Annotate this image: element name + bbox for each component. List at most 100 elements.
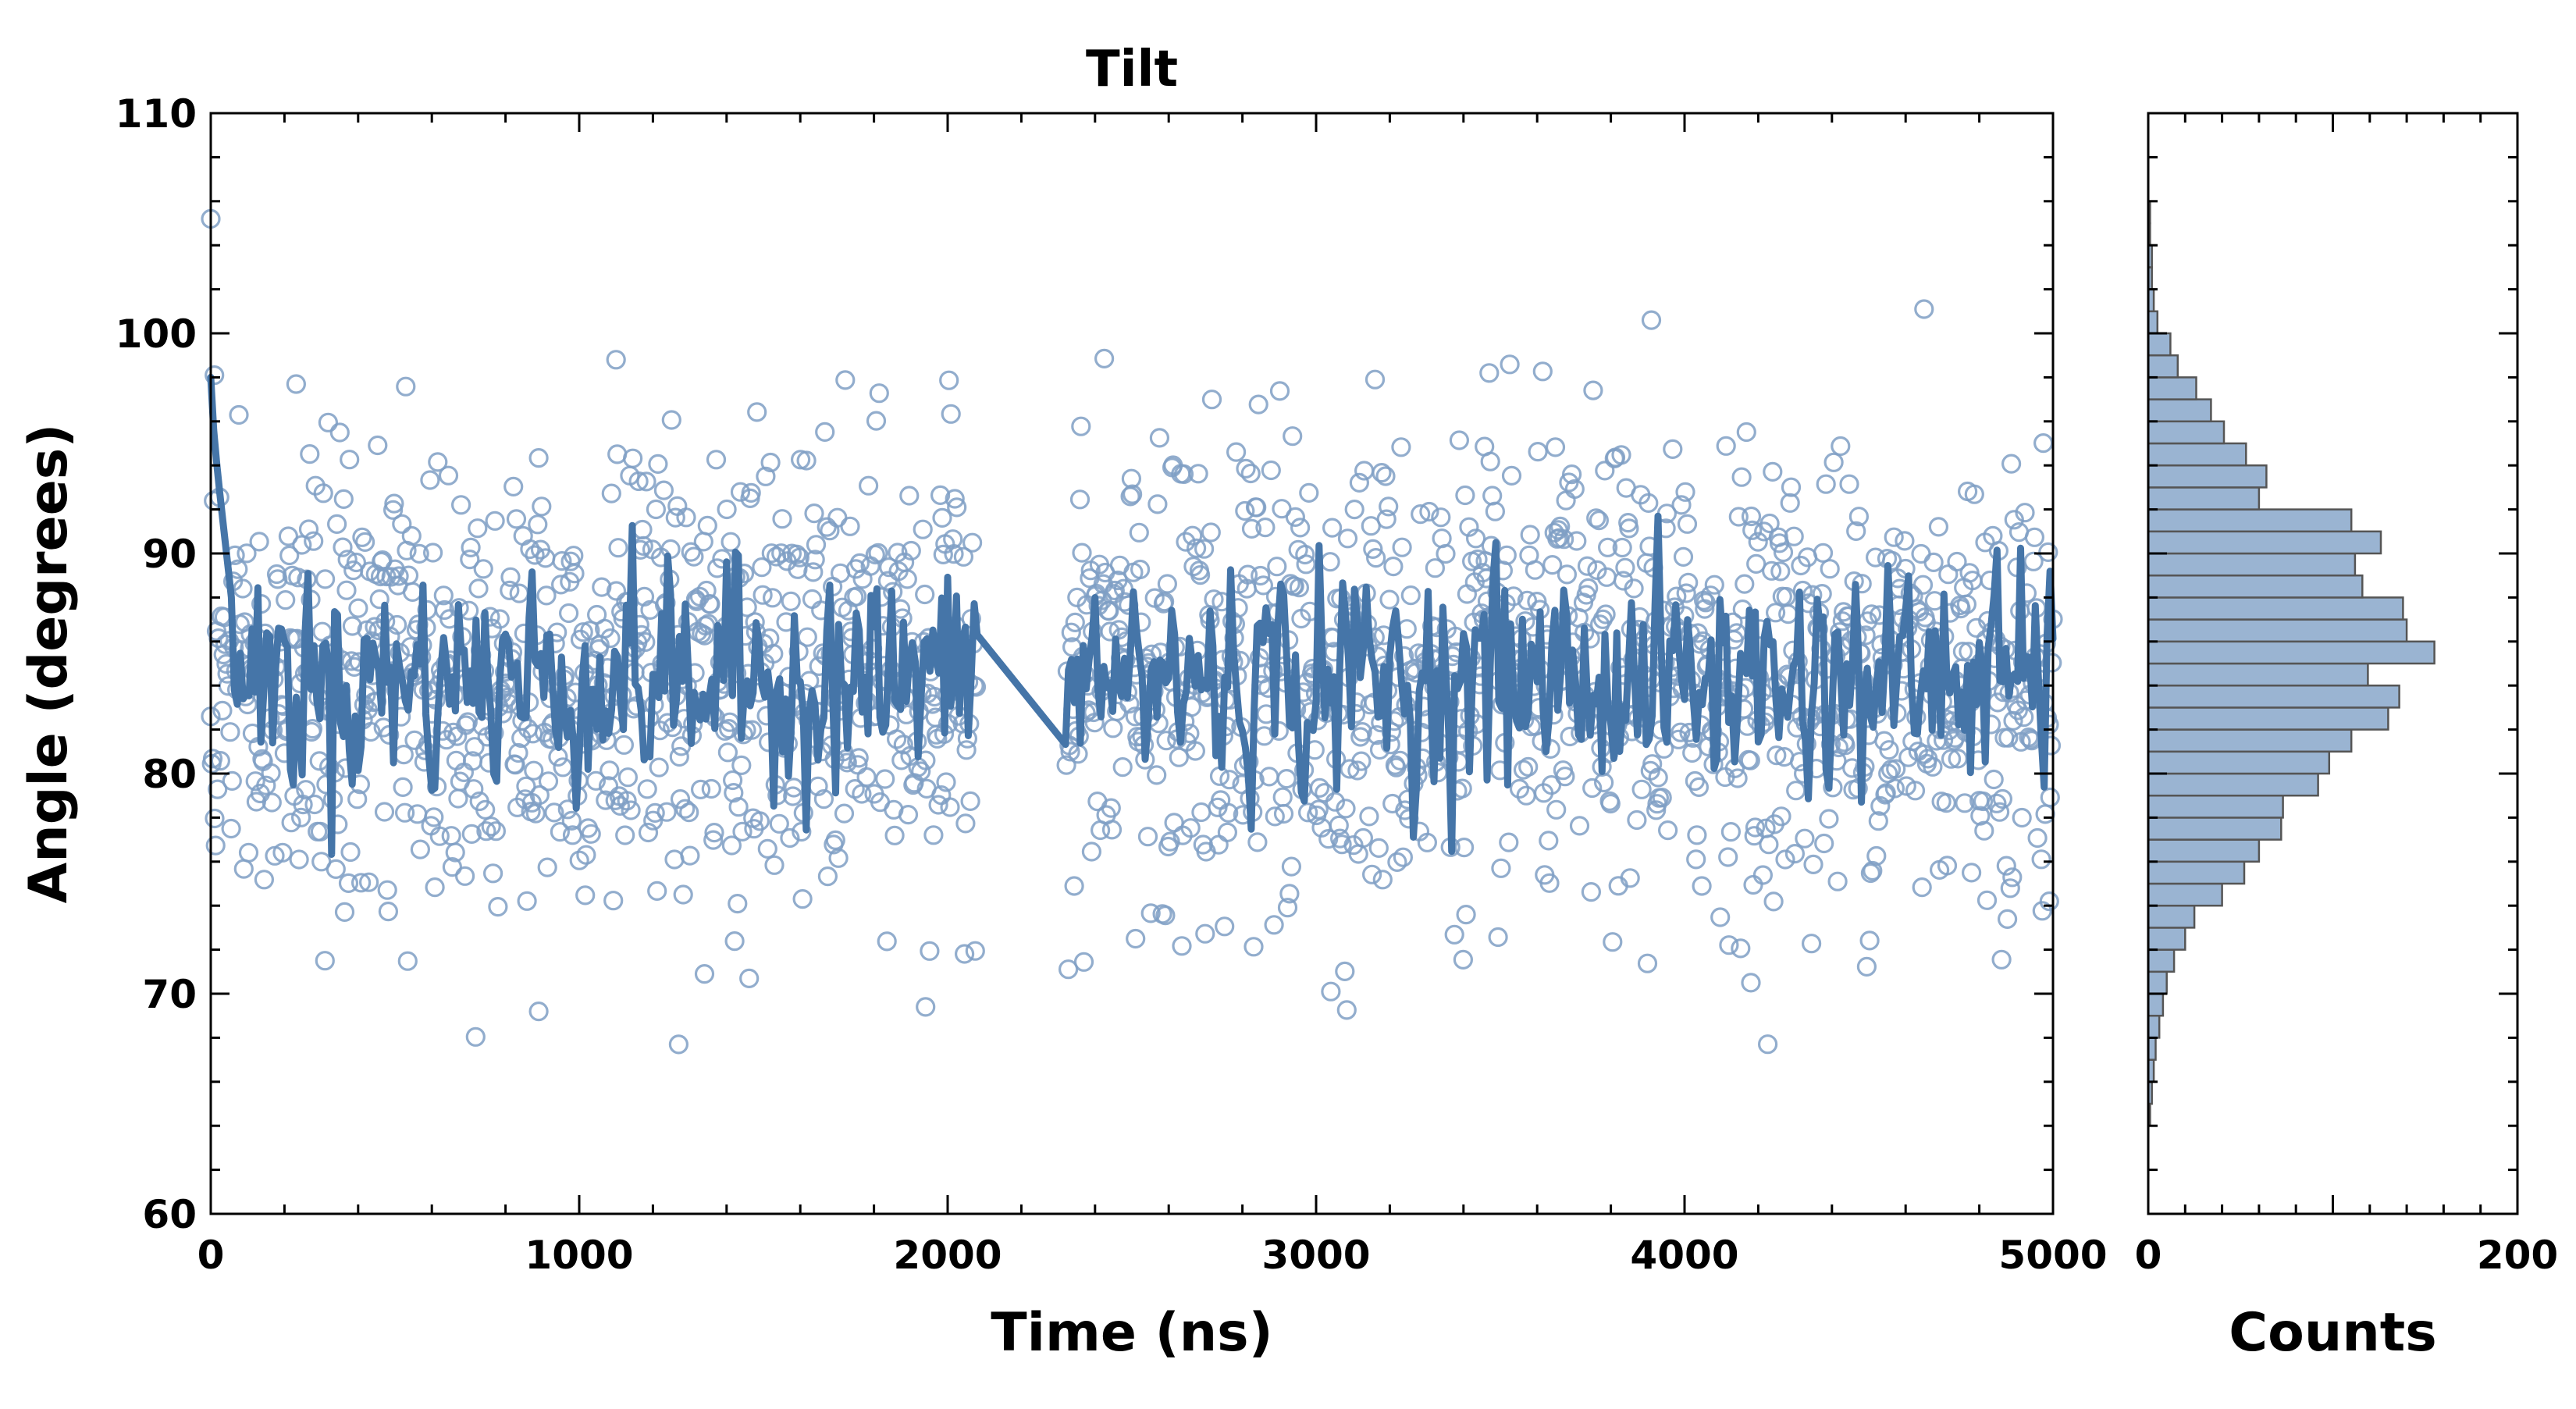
scatter-point [1236, 458, 1256, 479]
histogram-bar [2147, 904, 2196, 929]
scatter-point [680, 845, 700, 866]
scatter-point [1488, 927, 1508, 948]
scatter-point [1589, 510, 1609, 531]
scatter-point [913, 519, 933, 539]
scatter-point [1264, 915, 1284, 935]
scatter-point [318, 412, 338, 432]
scatter-point [1183, 525, 1203, 546]
y-axis-label: Angle (degrees) [18, 424, 80, 904]
scatter-point [581, 824, 601, 844]
scatter-point [789, 547, 810, 568]
scatter-point [1081, 841, 1102, 862]
scatter-point [1268, 721, 1289, 742]
histogram-bar [2147, 1014, 2161, 1039]
scatter-point [1337, 528, 1358, 549]
scatter-point [369, 589, 390, 610]
scatter-point [1964, 484, 1984, 504]
scatter-point [1219, 770, 1240, 790]
x-axis-label: Time (ns) [991, 1302, 1272, 1364]
scatter-point [1436, 543, 1456, 564]
scatter-point [377, 880, 397, 900]
scatter-point [665, 507, 685, 528]
scatter-point [1671, 495, 1692, 515]
scatter-point [1499, 832, 1519, 852]
scatter-point [1550, 516, 1571, 537]
scatter-point [1578, 578, 1599, 599]
scatter-point [1670, 722, 1691, 742]
scatter-point [939, 370, 959, 390]
scatter-point [464, 737, 485, 757]
scatter-point [394, 802, 415, 823]
scatter-point [806, 535, 827, 555]
scatter-point [1947, 551, 1967, 572]
scatter-point [670, 788, 691, 809]
scatter-point [1741, 506, 1762, 527]
scatter-point [1347, 760, 1368, 781]
scatter-point [1736, 422, 1756, 443]
scatter-point [1375, 466, 1396, 486]
histogram-bar [2147, 508, 2353, 533]
histogram-bar [2147, 817, 2282, 841]
scatter-point [1060, 742, 1080, 762]
scatter-point [834, 803, 855, 824]
scatter-point [1802, 585, 1823, 605]
scatter-point [1215, 916, 1235, 937]
scatter-point [238, 842, 259, 863]
scatter-point [1129, 522, 1149, 543]
scatter-point [460, 549, 480, 570]
scatter-point [792, 888, 813, 909]
scatter-point [1336, 799, 1356, 819]
scatter-point [281, 813, 301, 833]
scatter-point [1361, 864, 1382, 884]
scatter-point [1379, 589, 1400, 610]
scatter-point [1996, 856, 2016, 876]
scatter-point [1180, 818, 1201, 838]
scatter-point [384, 493, 404, 514]
scatter-point [2024, 527, 2044, 547]
scatter-point [1923, 756, 1943, 777]
scatter-point [954, 944, 975, 964]
scatter-point [1638, 493, 1659, 514]
scatter-point [1468, 549, 1488, 570]
scatter-point [445, 842, 465, 863]
scatter-point [756, 466, 776, 486]
scatter-point [1431, 507, 1451, 528]
scatter-point [508, 742, 528, 763]
scatter-point [1093, 574, 1113, 594]
scatter-point [1335, 961, 1355, 982]
scatter-point [1417, 832, 1438, 852]
scatter-point [1936, 792, 1956, 813]
scatter-point [550, 575, 571, 595]
scatter-point [2027, 827, 2048, 849]
scatter-point [1631, 779, 1652, 799]
scatter-point [476, 821, 496, 841]
scatter-point [500, 567, 521, 587]
scatter-point [1322, 518, 1343, 538]
scatter-point [481, 817, 501, 837]
scatter-point [965, 941, 985, 961]
scatter-point [647, 881, 667, 902]
scatter-point [1379, 496, 1399, 517]
scatter-point [1289, 578, 1310, 598]
scatter-point [1731, 467, 1752, 487]
chart-title: Tilt [1086, 41, 1178, 98]
scatter-point [1848, 507, 1869, 527]
scatter-point [1283, 426, 1303, 447]
scatter-point [1676, 583, 1696, 603]
histogram-bar [2147, 772, 2319, 797]
hist-x-tick-label: 0 [2135, 1233, 2162, 1278]
scatter-point [2015, 503, 2035, 523]
scatter-point [1251, 565, 1271, 586]
scatter-point [1771, 806, 1791, 827]
scatter-point [1561, 464, 1582, 485]
x-tick-label: 3000 [1261, 1233, 1370, 1278]
scatter-point [621, 800, 641, 820]
scatter-point [221, 818, 241, 839]
scatter-point [1237, 564, 1258, 585]
histogram-bar [2147, 860, 2246, 885]
scatter-point [233, 578, 253, 599]
histogram-tick-labels: 0 200 [2135, 1233, 2559, 1278]
scatter-point [468, 518, 488, 539]
scatter-point [1780, 493, 1800, 513]
scatter-point [1392, 537, 1412, 557]
